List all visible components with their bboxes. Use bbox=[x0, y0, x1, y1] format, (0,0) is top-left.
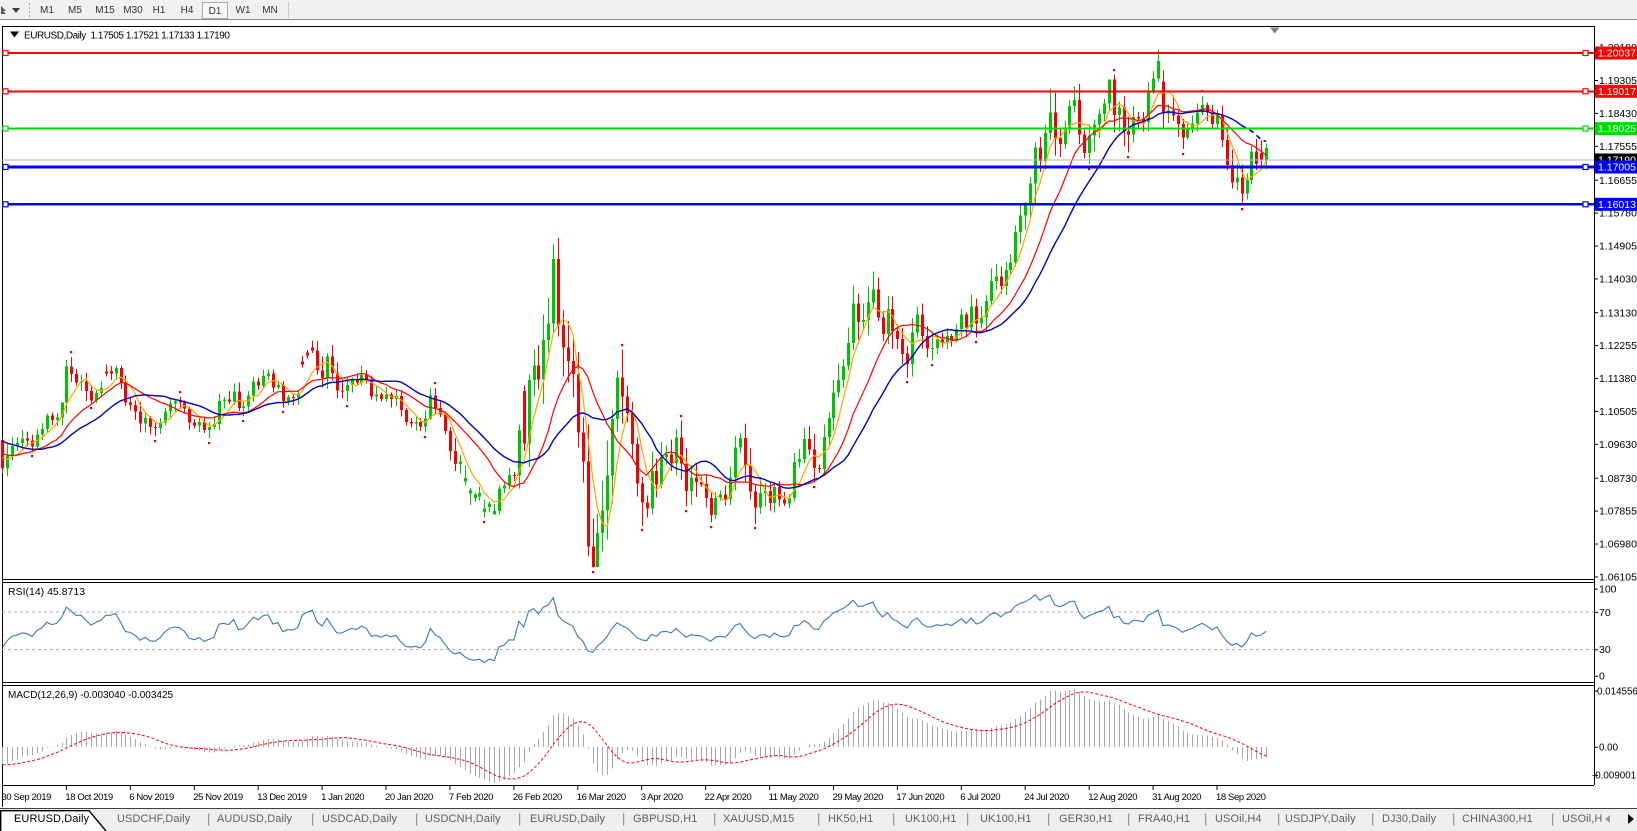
svg-text:1.06980: 1.06980 bbox=[1599, 539, 1637, 551]
svg-text:EURUSD,Daily 1.17505 1.17521: EURUSD,Daily 1.17505 1.17521 1.17133 1.1… bbox=[24, 31, 230, 42]
svg-text:1.16013: 1.16013 bbox=[1598, 199, 1636, 211]
svg-text:70: 70 bbox=[1599, 607, 1611, 619]
svg-text:13 Dec 2019: 13 Dec 2019 bbox=[257, 792, 307, 803]
svg-text:3 Apr 2020: 3 Apr 2020 bbox=[641, 792, 683, 803]
svg-text:1.10505: 1.10505 bbox=[1599, 406, 1637, 418]
svg-text:1.06105: 1.06105 bbox=[1599, 572, 1637, 584]
svg-text:1.09630: 1.09630 bbox=[1599, 439, 1637, 451]
svg-text:1.18430: 1.18430 bbox=[1599, 108, 1637, 120]
svg-text:30 Sep 2019: 30 Sep 2019 bbox=[2, 792, 52, 803]
svg-text:0.00: 0.00 bbox=[1599, 743, 1619, 754]
svg-text:12 Aug 2020: 12 Aug 2020 bbox=[1088, 792, 1137, 803]
svg-text:24 Jul 2020: 24 Jul 2020 bbox=[1024, 792, 1069, 803]
svg-text:31 Aug 2020: 31 Aug 2020 bbox=[1152, 792, 1201, 803]
svg-text:1.20037: 1.20037 bbox=[1598, 48, 1636, 60]
svg-text:MACD(12,26,9) -0.003040 -0.003: MACD(12,26,9) -0.003040 -0.003425 bbox=[8, 690, 174, 701]
svg-text:-0.009001: -0.009001 bbox=[1592, 771, 1636, 782]
svg-text:25 Nov 2019: 25 Nov 2019 bbox=[193, 792, 243, 803]
svg-text:1.17005: 1.17005 bbox=[1598, 162, 1636, 174]
svg-text:16 Mar 2020: 16 Mar 2020 bbox=[577, 792, 626, 803]
svg-text:7 Feb 2020: 7 Feb 2020 bbox=[449, 792, 493, 803]
svg-text:0: 0 bbox=[1599, 671, 1605, 683]
svg-text:20 Jan 2020: 20 Jan 2020 bbox=[385, 792, 433, 803]
svg-text:22 Apr 2020: 22 Apr 2020 bbox=[705, 792, 752, 803]
svg-text:1.19017: 1.19017 bbox=[1598, 86, 1636, 98]
svg-text:1.14030: 1.14030 bbox=[1599, 274, 1637, 286]
svg-text:100: 100 bbox=[1599, 584, 1617, 596]
svg-text:RSI(14) 45.8713: RSI(14) 45.8713 bbox=[8, 586, 85, 598]
svg-text:6 Jul 2020: 6 Jul 2020 bbox=[960, 792, 1000, 803]
svg-text:1.14905: 1.14905 bbox=[1599, 241, 1637, 253]
svg-text:30: 30 bbox=[1599, 644, 1611, 656]
svg-text:26 Feb 2020: 26 Feb 2020 bbox=[513, 792, 562, 803]
svg-text:1.07855: 1.07855 bbox=[1599, 506, 1637, 518]
svg-text:1.13130: 1.13130 bbox=[1599, 307, 1637, 319]
svg-text:11 May 2020: 11 May 2020 bbox=[769, 792, 819, 803]
svg-text:0.014556: 0.014556 bbox=[1597, 687, 1637, 698]
svg-text:1.12255: 1.12255 bbox=[1599, 340, 1637, 352]
svg-text:18 Oct 2019: 18 Oct 2019 bbox=[65, 792, 112, 803]
svg-text:1 Jan 2020: 1 Jan 2020 bbox=[321, 792, 364, 803]
svg-text:1.08730: 1.08730 bbox=[1599, 473, 1637, 485]
svg-text:17 Jun 2020: 17 Jun 2020 bbox=[896, 792, 944, 803]
svg-text:1.18025: 1.18025 bbox=[1598, 123, 1636, 135]
svg-text:18 Sep 2020: 18 Sep 2020 bbox=[1216, 792, 1266, 803]
svg-text:1.19305: 1.19305 bbox=[1599, 75, 1637, 87]
svg-text:6 Nov 2019: 6 Nov 2019 bbox=[129, 792, 174, 803]
svg-text:1.17555: 1.17555 bbox=[1599, 141, 1637, 153]
svg-text:1.11380: 1.11380 bbox=[1599, 373, 1636, 385]
svg-text:29 May 2020: 29 May 2020 bbox=[833, 792, 884, 803]
svg-text:1.16655: 1.16655 bbox=[1599, 175, 1637, 187]
